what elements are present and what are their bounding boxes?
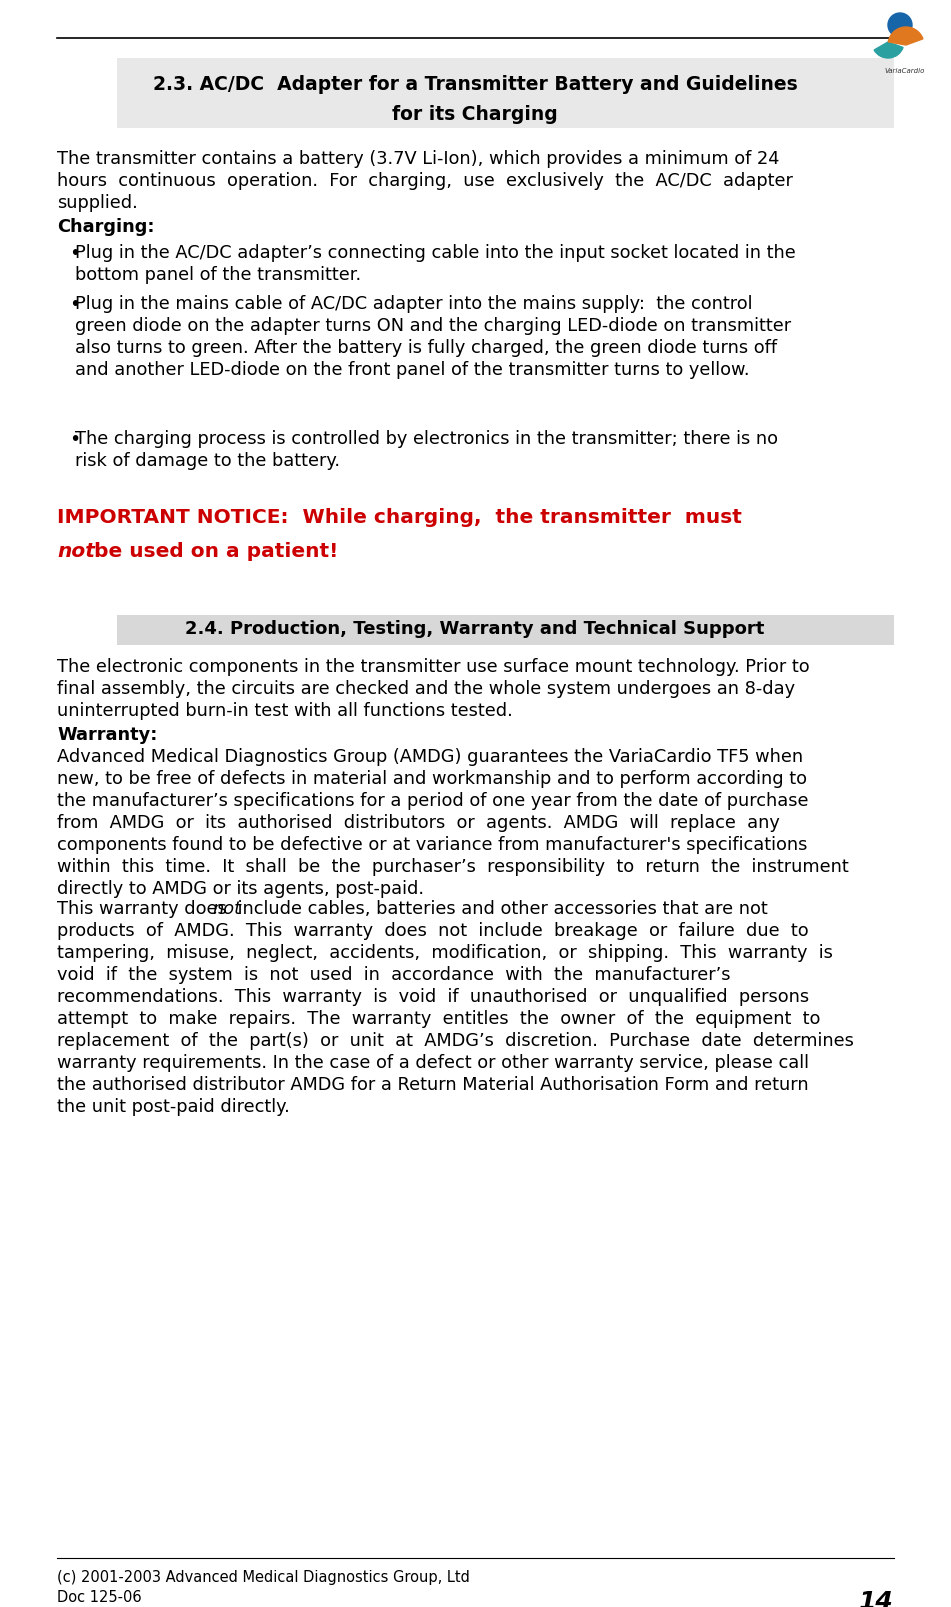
- FancyBboxPatch shape: [117, 615, 894, 644]
- Text: 2.4. Production, Testing, Warranty and Technical Support: 2.4. Production, Testing, Warranty and T…: [185, 620, 765, 638]
- Text: The electronic components in the transmitter use surface mount technology. Prior: The electronic components in the transmi…: [57, 657, 809, 677]
- Text: within  this  time.  It  shall  be  the  purchaser’s  responsibility  to  return: within this time. It shall be the purcha…: [57, 858, 848, 876]
- Text: •: •: [69, 296, 80, 313]
- Text: 14: 14: [860, 1589, 894, 1607]
- Text: supplied.: supplied.: [57, 194, 138, 212]
- Text: Plug in the AC/DC adapter’s connecting cable into the input socket located in th: Plug in the AC/DC adapter’s connecting c…: [75, 244, 796, 262]
- Text: include cables, batteries and other accessories that are not: include cables, batteries and other acce…: [232, 900, 767, 918]
- Text: the manufacturer’s specifications for a period of one year from the date of purc: the manufacturer’s specifications for a …: [57, 792, 808, 810]
- Text: uninterrupted burn-in test with all functions tested.: uninterrupted burn-in test with all func…: [57, 702, 513, 720]
- Wedge shape: [888, 27, 922, 45]
- Circle shape: [888, 13, 912, 37]
- Text: for its Charging: for its Charging: [392, 104, 558, 124]
- Text: Advanced Medical Diagnostics Group (AMDG) guarantees the VariaCardio TF5 when: Advanced Medical Diagnostics Group (AMDG…: [57, 747, 804, 767]
- Text: also turns to green. After the battery is fully charged, the green diode turns o: also turns to green. After the battery i…: [75, 339, 777, 357]
- Text: The transmitter contains a battery (3.7V Li-Ion), which provides a minimum of 24: The transmitter contains a battery (3.7V…: [57, 149, 780, 169]
- Text: void  if  the  system  is  not  used  in  accordance  with  the  manufacturer’s: void if the system is not used in accord…: [57, 966, 730, 983]
- FancyBboxPatch shape: [117, 58, 894, 129]
- Text: products  of  AMDG.  This  warranty  does  not  include  breakage  or  failure  : products of AMDG. This warranty does not…: [57, 922, 808, 940]
- Text: and another LED-diode on the front panel of the transmitter turns to yellow.: and another LED-diode on the front panel…: [75, 362, 749, 379]
- Text: not: not: [212, 900, 242, 918]
- Text: tampering,  misuse,  neglect,  accidents,  modification,  or  shipping.  This  w: tampering, misuse, neglect, accidents, m…: [57, 943, 833, 963]
- Wedge shape: [874, 42, 903, 58]
- Text: warranty requirements. In the case of a defect or other warranty service, please: warranty requirements. In the case of a …: [57, 1054, 809, 1072]
- Text: This warranty does: This warranty does: [57, 900, 232, 918]
- Text: Doc 125-06: Doc 125-06: [57, 1589, 142, 1605]
- Text: IMPORTANT NOTICE:  While charging,  the transmitter  must: IMPORTANT NOTICE: While charging, the tr…: [57, 508, 742, 527]
- Text: •: •: [69, 431, 80, 448]
- Text: be used on a patient!: be used on a patient!: [87, 542, 339, 561]
- Text: the unit post-paid directly.: the unit post-paid directly.: [57, 1098, 290, 1115]
- Text: new, to be free of defects in material and workmanship and to perform according : new, to be free of defects in material a…: [57, 770, 807, 787]
- Text: bottom panel of the transmitter.: bottom panel of the transmitter.: [75, 267, 361, 284]
- Text: VariaCardio: VariaCardio: [884, 67, 924, 74]
- Text: green diode on the adapter turns ON and the charging LED-diode on transmitter: green diode on the adapter turns ON and …: [75, 317, 791, 334]
- Text: not: not: [57, 542, 95, 561]
- Text: The charging process is controlled by electronics in the transmitter; there is n: The charging process is controlled by el…: [75, 431, 778, 448]
- Text: Warranty:: Warranty:: [57, 726, 157, 744]
- Text: directly to AMDG or its agents, post-paid.: directly to AMDG or its agents, post-pai…: [57, 881, 424, 898]
- Text: final assembly, the circuits are checked and the whole system undergoes an 8-day: final assembly, the circuits are checked…: [57, 680, 795, 697]
- Text: Charging:: Charging:: [57, 219, 154, 236]
- Text: recommendations.  This  warranty  is  void  if  unauthorised  or  unqualified  p: recommendations. This warranty is void i…: [57, 988, 809, 1006]
- Text: replacement  of  the  part(s)  or  unit  at  AMDG’s  discretion.  Purchase  date: replacement of the part(s) or unit at AM…: [57, 1032, 854, 1049]
- Text: hours  continuous  operation.  For  charging,  use  exclusively  the  AC/DC  ada: hours continuous operation. For charging…: [57, 172, 793, 190]
- Text: •: •: [69, 244, 80, 264]
- Text: attempt  to  make  repairs.  The  warranty  entitles  the  owner  of  the  equip: attempt to make repairs. The warranty en…: [57, 1011, 821, 1028]
- Text: from  AMDG  or  its  authorised  distributors  or  agents.  AMDG  will  replace : from AMDG or its authorised distributors…: [57, 815, 780, 832]
- Text: (c) 2001-2003 Advanced Medical Diagnostics Group, Ltd: (c) 2001-2003 Advanced Medical Diagnosti…: [57, 1570, 470, 1585]
- Text: 2.3. AC/DC  Adapter for a Transmitter Battery and Guidelines: 2.3. AC/DC Adapter for a Transmitter Bat…: [152, 76, 797, 93]
- Text: components found to be defective or at variance from manufacturer's specificatio: components found to be defective or at v…: [57, 836, 807, 853]
- Text: risk of damage to the battery.: risk of damage to the battery.: [75, 452, 340, 469]
- Text: the authorised distributor AMDG for a Return Material Authorisation Form and ret: the authorised distributor AMDG for a Re…: [57, 1077, 808, 1094]
- Text: Plug in the mains cable of AC/DC adapter into the mains supply:  the control: Plug in the mains cable of AC/DC adapter…: [75, 296, 752, 313]
